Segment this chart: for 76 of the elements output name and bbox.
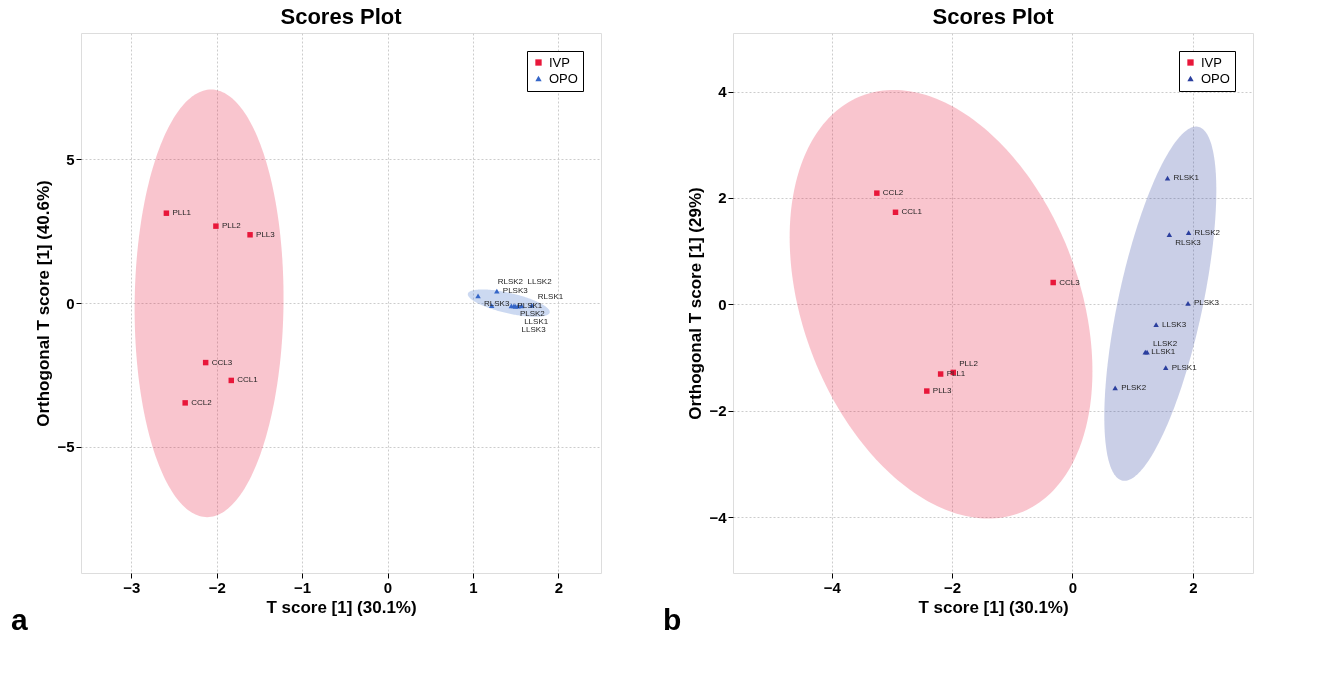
- x-tick-label: −1: [294, 578, 312, 596]
- annotation: RLSK3: [1175, 237, 1202, 247]
- point: [1185, 230, 1192, 235]
- x-tick-label: 0: [1068, 578, 1078, 596]
- annotation: PLSK3: [502, 286, 529, 296]
- annotation: CCL2: [191, 397, 213, 407]
- annotation: LLSK2: [527, 276, 553, 286]
- x-tick-label: 2: [554, 578, 563, 596]
- legend-label: IVP: [1201, 54, 1222, 70]
- x-tick-label: −2: [208, 578, 226, 596]
- legend-label: OPO: [549, 70, 578, 86]
- legend-label: IVP: [549, 54, 570, 70]
- legend-label: OPO: [1201, 70, 1230, 86]
- x-tick-label: −2: [944, 578, 962, 596]
- annotation: RLSK2: [497, 276, 524, 286]
- point: [182, 400, 188, 406]
- annotation: CCL1: [901, 207, 923, 217]
- annotation: PLL2: [959, 359, 979, 369]
- annotation: PLSK1: [517, 300, 543, 310]
- annotation: RLSK1: [1173, 173, 1200, 183]
- point: [213, 223, 219, 229]
- x-tick-label: 2: [1189, 578, 1198, 596]
- y-tick-label: −4: [709, 508, 728, 526]
- x-tick-label: 1: [469, 578, 478, 596]
- annotation: LLSK3: [1162, 319, 1187, 329]
- y-tick-label: 4: [718, 83, 728, 101]
- point: [1153, 322, 1159, 327]
- annotation: PLL1: [946, 369, 966, 379]
- point: [1050, 279, 1056, 286]
- y-tick-label: −5: [57, 438, 75, 456]
- annotation: PLL3: [256, 229, 276, 239]
- y-tick-label: 5: [66, 150, 75, 168]
- annotation: LLSK1: [1151, 347, 1176, 357]
- annotation: RLSK2: [1194, 227, 1221, 237]
- x-axis-title: T score [1] (30.1%): [918, 597, 1069, 617]
- annotation: PLL1: [172, 208, 192, 218]
- point: [1166, 232, 1173, 238]
- annotation: LLSK1: [524, 317, 549, 327]
- annotation: PLL2: [221, 221, 242, 231]
- text: b: [663, 603, 682, 636]
- chart-title: Scores Plot: [280, 4, 403, 29]
- point: [475, 293, 481, 299]
- annotation: CCL3: [211, 357, 233, 367]
- x-tick-label: −3: [123, 578, 141, 596]
- chart-title: Scores Plot: [932, 4, 1055, 29]
- annotation: PLSK1: [1171, 362, 1198, 372]
- annotation: PLSK2: [1121, 382, 1147, 392]
- annotation: CCL2: [882, 188, 904, 198]
- point: [924, 388, 930, 394]
- annotation: RLSK1: [537, 292, 564, 302]
- x-tick-label: −4: [823, 578, 842, 596]
- y-axis-title: Orthogonal T score [1] (29%): [686, 187, 706, 420]
- annotation: LLSK3: [521, 325, 547, 335]
- point: [1164, 175, 1171, 181]
- point: [494, 288, 500, 294]
- annotation: CCL1: [237, 375, 259, 385]
- y-tick-label: 0: [66, 294, 75, 312]
- x-axis-title: T score [1] (30.1%): [266, 597, 417, 617]
- point: [1162, 365, 1169, 371]
- y-tick-label: 2: [718, 189, 727, 207]
- point: [163, 210, 170, 216]
- annotation: LLSK2: [1153, 339, 1178, 349]
- annotation: PLSK2: [519, 308, 546, 318]
- annotation: RLSK3: [484, 298, 510, 308]
- y-axis-title: Orthogonal T score [1] (40.6%): [34, 180, 54, 427]
- point: [1185, 300, 1191, 306]
- x-tick-label: 0: [383, 578, 393, 596]
- annotation: CCL3: [1059, 277, 1081, 287]
- annotation: PLL3: [932, 386, 953, 396]
- annotation: PLSK3: [1194, 298, 1220, 308]
- point: [874, 190, 880, 196]
- point: [247, 232, 253, 238]
- y-tick-label: −2: [709, 402, 727, 420]
- y-tick-label: 0: [718, 295, 727, 313]
- text: a: [11, 603, 28, 636]
- point: [937, 371, 944, 377]
